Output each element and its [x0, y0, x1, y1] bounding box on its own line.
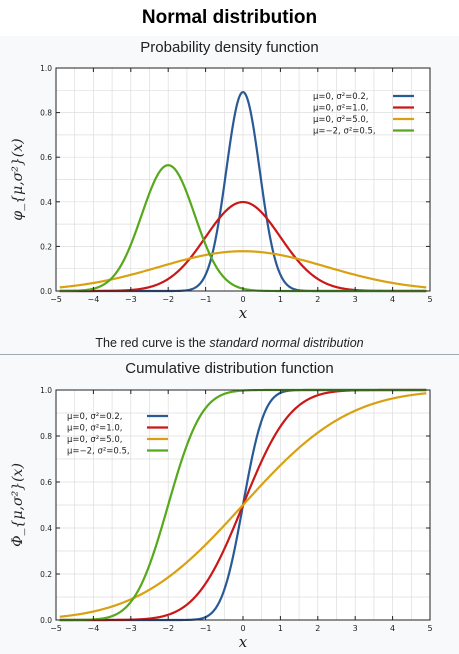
cdf-legend-label-2: μ=0, σ²=5.0, — [67, 435, 122, 445]
pdf-legend-label-1: μ=0, σ²=1.0, — [313, 104, 368, 114]
cdf-section-title: Cumulative distribution function — [125, 360, 334, 377]
pdf-xtick-label: 2 — [315, 295, 320, 304]
cdf-xtick-label: 1 — [278, 624, 283, 633]
pdf-xtick-label: 0 — [240, 295, 245, 304]
pdf-legend-label-0: μ=0, σ²=0.2, — [313, 92, 368, 102]
cdf-xtick-label: −1 — [200, 624, 212, 633]
pdf-caption: The red curve is the standard normal dis… — [0, 336, 459, 350]
pdf-xtick-label: 1 — [278, 295, 283, 304]
page-title: Normal distribution — [0, 0, 459, 36]
cdf-ytick-label: 0.2 — [40, 570, 52, 579]
cdf-xtick-label: 2 — [315, 624, 320, 633]
cdf-xtick-label: −2 — [162, 624, 174, 633]
pdf-xtick-label: −3 — [125, 295, 137, 304]
pdf-xtick-label: −5 — [50, 295, 62, 304]
pdf-ytick-label: 0.6 — [40, 153, 52, 162]
cdf-legend-label-1: μ=0, σ²=1.0, — [67, 424, 122, 434]
cdf-xtick-label: −3 — [125, 624, 137, 633]
cdf-ytick-label: 0.4 — [40, 524, 52, 533]
pdf-legend-label-3: μ=−2, σ²=0.5, — [313, 127, 376, 137]
cdf-xtick-label: −5 — [50, 624, 62, 633]
pdf-xtick-label: −1 — [200, 295, 212, 304]
pdf-xtick-label: −2 — [162, 295, 174, 304]
pdf-caption-emphasis: standard normal distribution — [209, 336, 364, 350]
cdf-xtick-label: 0 — [240, 624, 245, 633]
pdf-xtick-label: 4 — [390, 295, 395, 304]
cdf-legend-label-3: μ=−2, σ²=0.5, — [67, 447, 130, 457]
cdf-chart: −5 −4 −3 −2 −1 0 1 2 3 4 5 0.0 0.2 0.4 0.6 0.8 1.0 x Φ_{μ,… — [0, 384, 459, 654]
pdf-xtick-label: −4 — [88, 295, 100, 304]
cdf-xtick-label: −4 — [88, 624, 100, 633]
pdf-ytick-label: 0.8 — [40, 109, 52, 118]
pdf-ytick-label: 0.2 — [40, 242, 52, 251]
pdf-ytick-label: 0.4 — [40, 198, 52, 207]
cdf-series-line-2 — [59, 392, 427, 618]
cdf-xtick-label: 4 — [390, 624, 395, 633]
pdf-ytick-label: 0.0 — [40, 287, 52, 296]
pdf-ytick-label: 1.0 — [40, 64, 52, 73]
pdf-caption-text: The red curve is the — [95, 336, 210, 350]
cdf-ytick-label: 0.8 — [40, 432, 52, 441]
pdf-series-line-2 — [59, 250, 427, 289]
cdf-ytick-label: 0.6 — [40, 478, 52, 487]
pdf-xtick-label: 5 — [427, 295, 432, 304]
pdf-xtick-label: 3 — [353, 295, 358, 304]
cdf-ytick-label: 1.0 — [40, 386, 52, 395]
cdf-ytick-label: 0.0 — [40, 616, 52, 625]
cdf-xtick-label: 3 — [353, 624, 358, 633]
pdf-ylabel: φ_{μ,σ²}(x) — [10, 138, 26, 220]
cdf-ylabel: Φ_{μ,σ²}(x) — [10, 463, 26, 547]
pdf-legend-label-2: μ=0, σ²=5.0, — [313, 115, 368, 125]
section-divider — [0, 354, 459, 355]
pdf-xlabel: x — [239, 304, 248, 322]
pdf-section-title: Probability density function — [140, 39, 319, 56]
pdf-chart: −5 −4 −3 −2 −1 0 1 2 3 4 5 0.0 0.2 0.4 0.6 0.8 1.0 x φ_{μ,… — [0, 62, 459, 324]
cdf-legend-label-0: μ=0, σ²=0.2, — [67, 412, 122, 422]
cdf-xtick-label: 5 — [427, 624, 432, 633]
cdf-xlabel: x — [239, 633, 248, 651]
